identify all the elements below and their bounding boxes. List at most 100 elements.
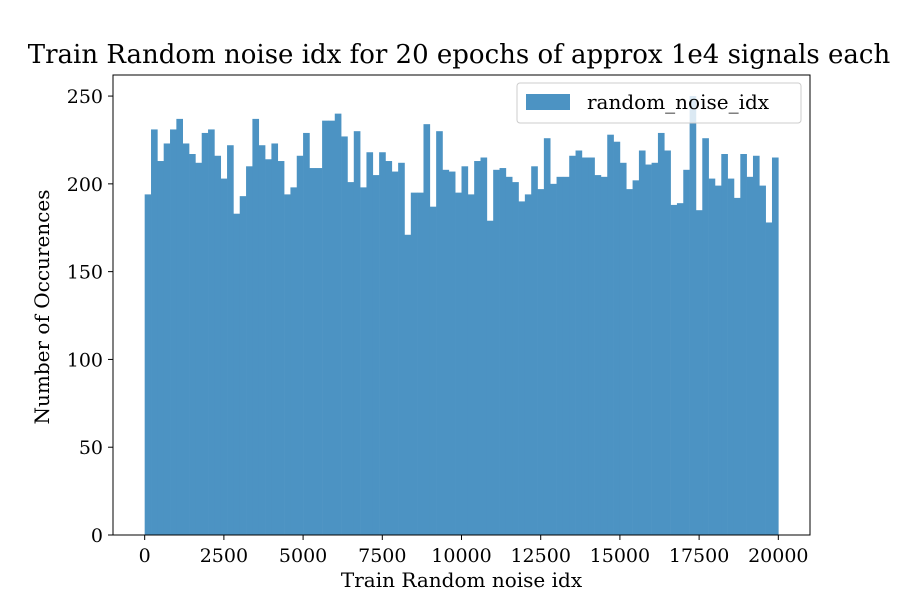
histogram-bar bbox=[290, 187, 298, 535]
histogram-bar bbox=[322, 120, 329, 536]
histogram-bar bbox=[296, 155, 304, 535]
histogram-bar bbox=[664, 150, 671, 535]
x-tick-label: 17500 bbox=[669, 545, 729, 567]
histogram-bar bbox=[341, 136, 348, 535]
histogram-bar bbox=[151, 129, 158, 535]
x-tick-label: 2500 bbox=[200, 545, 248, 567]
histogram-bar bbox=[733, 197, 741, 535]
histogram-bar bbox=[442, 169, 450, 535]
histogram-bar bbox=[391, 171, 399, 535]
histogram-bar bbox=[385, 161, 393, 535]
histogram-bars bbox=[144, 96, 779, 536]
histogram-bar bbox=[398, 162, 405, 536]
histogram-bar bbox=[740, 154, 747, 535]
x-axis-label: Train Random noise idx bbox=[341, 568, 583, 592]
histogram-bar bbox=[714, 185, 722, 536]
histogram-bar bbox=[436, 131, 443, 535]
x-tick-label: 7500 bbox=[358, 545, 406, 567]
histogram-bar bbox=[695, 210, 703, 535]
histogram-bar bbox=[486, 220, 494, 536]
histogram-bar bbox=[227, 145, 234, 536]
y-axis-label: Number of Occurences bbox=[30, 190, 54, 425]
histogram-bar bbox=[353, 131, 361, 535]
histogram-bar bbox=[284, 194, 291, 535]
histogram-bar bbox=[708, 178, 716, 535]
histogram-bar bbox=[157, 161, 164, 535]
histogram-bar bbox=[404, 234, 412, 535]
histogram-bar bbox=[645, 164, 652, 536]
histogram-bar bbox=[505, 176, 513, 535]
x-tick-label: 12500 bbox=[510, 545, 570, 567]
histogram-bar bbox=[233, 213, 241, 535]
histogram-bar bbox=[524, 194, 532, 535]
histogram-bar bbox=[246, 166, 253, 536]
histogram-bar bbox=[581, 157, 589, 535]
histogram-bar bbox=[429, 206, 437, 535]
histogram-bar bbox=[461, 166, 469, 536]
histogram-bar bbox=[518, 201, 526, 535]
histogram-bar bbox=[182, 143, 190, 535]
histogram-bar bbox=[271, 143, 279, 535]
histogram-bar bbox=[220, 178, 228, 535]
histogram-bar bbox=[746, 176, 754, 535]
histogram-bar bbox=[676, 203, 684, 536]
histogram-bar bbox=[252, 118, 260, 535]
histogram-bar bbox=[372, 175, 380, 535]
histogram-bar bbox=[537, 189, 545, 535]
histogram-bar bbox=[721, 154, 728, 535]
x-tick-label: 10000 bbox=[431, 545, 491, 567]
histogram-bar bbox=[195, 162, 203, 536]
histogram-bar bbox=[543, 138, 551, 535]
x-axis: 0 2500 5000 7500 10000 12500 15000 17500 20000 bbox=[139, 535, 809, 567]
histogram-bar bbox=[683, 169, 690, 535]
histogram-bar bbox=[499, 168, 507, 536]
y-tick-label: 150 bbox=[67, 262, 103, 284]
histogram-bar bbox=[512, 182, 519, 535]
histogram-bar bbox=[771, 157, 779, 535]
histogram-bar bbox=[455, 192, 462, 535]
histogram-bar bbox=[493, 169, 500, 535]
histogram-bar bbox=[765, 222, 773, 536]
histogram-bar bbox=[170, 129, 177, 535]
histogram-bar bbox=[265, 159, 272, 535]
histogram-bar bbox=[759, 185, 766, 536]
histogram-bar bbox=[569, 155, 576, 535]
histogram-bar bbox=[258, 145, 266, 536]
histogram-bar bbox=[619, 162, 627, 536]
histogram-bar bbox=[752, 155, 760, 535]
x-tick-label: 15000 bbox=[590, 545, 650, 567]
histogram-bar bbox=[550, 183, 557, 535]
histogram-bar bbox=[303, 132, 310, 535]
histogram-bar bbox=[144, 194, 152, 535]
x-tick-label: 0 bbox=[139, 545, 151, 567]
y-tick-label: 200 bbox=[67, 174, 103, 196]
y-tick-label: 100 bbox=[67, 349, 103, 371]
histogram-bar bbox=[176, 118, 183, 535]
histogram-bar bbox=[277, 161, 285, 535]
histogram-bar bbox=[632, 180, 640, 535]
histogram-bar bbox=[575, 150, 583, 535]
x-tick-label: 5000 bbox=[279, 545, 327, 567]
histogram-bar bbox=[201, 132, 209, 535]
y-axis: 0 50 100 150 200 250 bbox=[67, 86, 113, 547]
legend-swatch bbox=[526, 94, 570, 110]
histogram-bar bbox=[607, 134, 614, 535]
histogram-bar bbox=[417, 192, 424, 535]
histogram-bar bbox=[448, 171, 456, 535]
histogram-bar bbox=[638, 150, 646, 535]
histogram-bar bbox=[651, 162, 659, 536]
histogram-bar bbox=[689, 96, 697, 535]
legend-label: random_noise_idx bbox=[587, 90, 770, 114]
histogram-bar bbox=[214, 155, 222, 535]
histogram-bar bbox=[315, 168, 323, 536]
histogram-bar bbox=[334, 113, 342, 535]
y-tick-label: 0 bbox=[91, 525, 103, 547]
histogram-bar bbox=[727, 178, 735, 535]
histogram-bar bbox=[588, 157, 595, 535]
histogram-bar bbox=[379, 152, 386, 535]
histogram-bar bbox=[410, 192, 418, 535]
histogram-bar bbox=[556, 176, 564, 535]
histogram-bar bbox=[474, 161, 481, 535]
histogram-bar bbox=[208, 129, 215, 535]
